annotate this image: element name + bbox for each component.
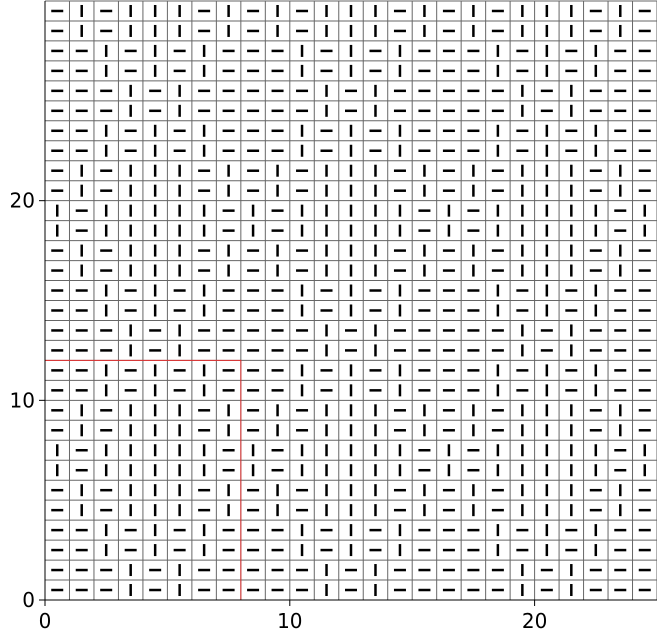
x-tick-label-10: 10 <box>277 609 302 633</box>
cell-marks <box>51 4 651 597</box>
axes <box>39 1 657 606</box>
x-tick-label-0: 0 <box>39 609 52 633</box>
y-tick-label-10: 10 <box>10 388 35 412</box>
x-tick-label-20: 20 <box>522 609 547 633</box>
y-tick-label-0: 0 <box>22 588 35 612</box>
y-tick-label-20: 20 <box>10 189 35 213</box>
grid-lines <box>44 0 657 601</box>
